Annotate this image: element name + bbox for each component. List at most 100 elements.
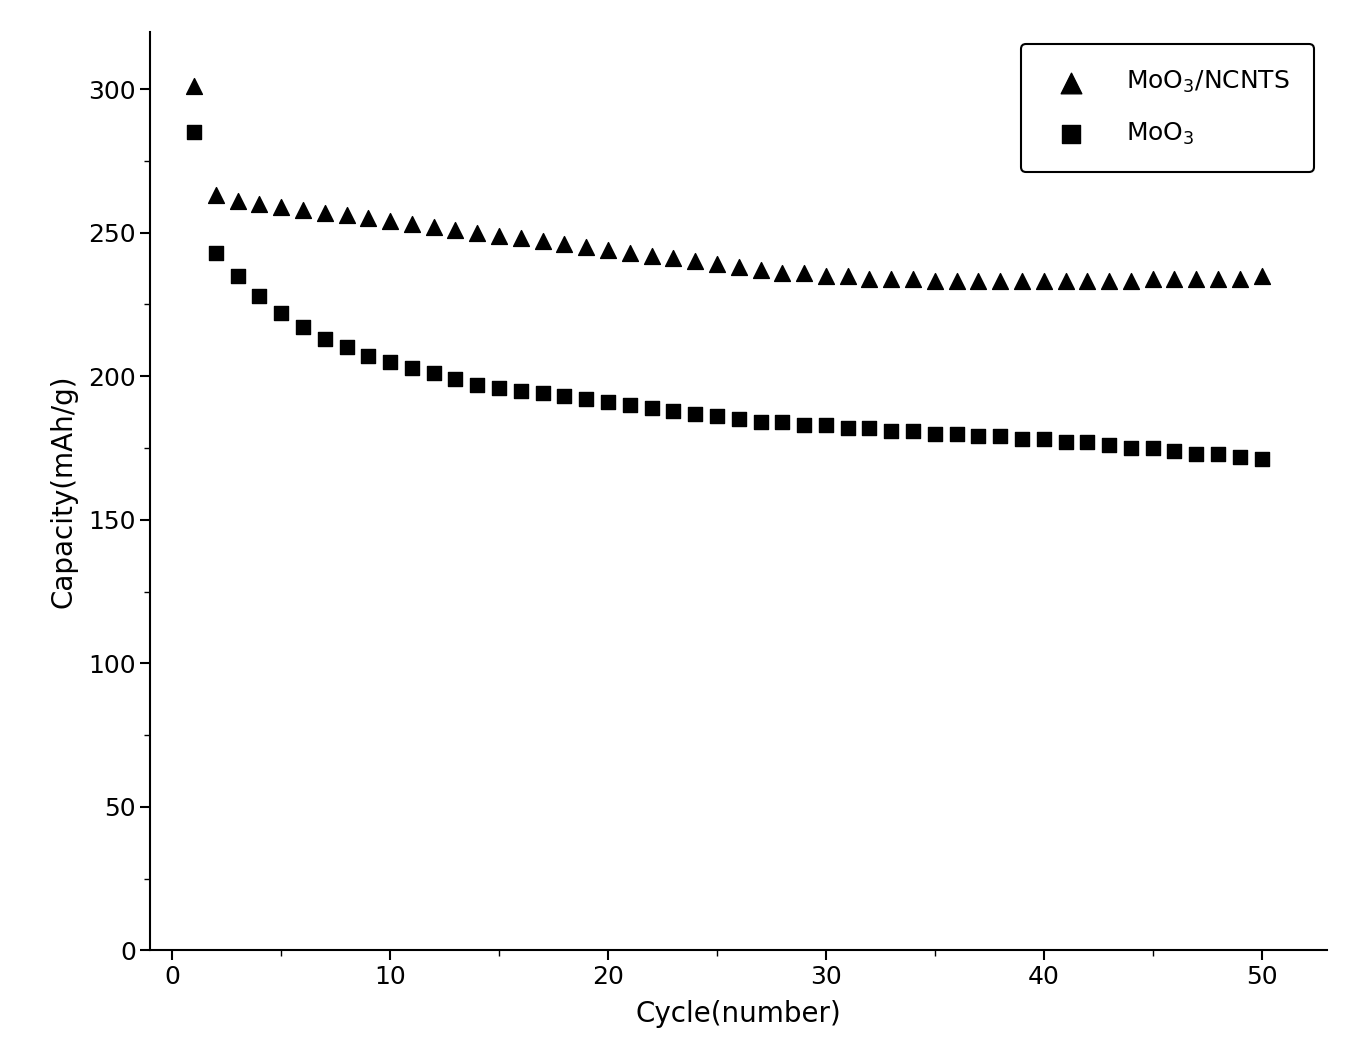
MoO$_3$ bbox=[423, 365, 445, 382]
MoO$_3$/NCNTS bbox=[837, 267, 859, 284]
MoO$_3$ bbox=[967, 428, 989, 445]
MoO$_3$ bbox=[1055, 434, 1077, 451]
MoO$_3$/NCNTS bbox=[706, 256, 728, 272]
MoO$_3$/NCNTS bbox=[249, 195, 271, 212]
MoO$_3$/NCNTS bbox=[967, 274, 989, 290]
MoO$_3$ bbox=[880, 422, 902, 439]
MoO$_3$ bbox=[728, 411, 750, 428]
MoO$_3$/NCNTS bbox=[989, 274, 1011, 290]
MoO$_3$ bbox=[335, 339, 357, 356]
MoO$_3$/NCNTS bbox=[401, 215, 423, 232]
MoO$_3$ bbox=[815, 416, 837, 433]
MoO$_3$/NCNTS bbox=[1250, 267, 1272, 284]
MoO$_3$ bbox=[618, 396, 640, 413]
MoO$_3$/NCNTS bbox=[640, 247, 662, 264]
MoO$_3$ bbox=[488, 379, 510, 396]
MoO$_3$ bbox=[1164, 442, 1186, 459]
MoO$_3$/NCNTS bbox=[815, 267, 837, 284]
MoO$_3$/NCNTS bbox=[488, 227, 510, 244]
MoO$_3$/NCNTS bbox=[554, 235, 576, 252]
MoO$_3$ bbox=[227, 267, 249, 284]
MoO$_3$/NCNTS bbox=[205, 187, 227, 204]
MoO$_3$ bbox=[576, 391, 598, 408]
MoO$_3$ bbox=[1099, 437, 1120, 454]
MoO$_3$ bbox=[205, 244, 227, 261]
MoO$_3$ bbox=[357, 347, 379, 364]
MoO$_3$/NCNTS bbox=[510, 230, 532, 247]
MoO$_3$/NCNTS bbox=[596, 242, 618, 259]
MoO$_3$/NCNTS bbox=[1228, 270, 1250, 287]
MoO$_3$/NCNTS bbox=[684, 252, 706, 269]
MoO$_3$ bbox=[466, 376, 488, 393]
MoO$_3$/NCNTS bbox=[291, 202, 313, 219]
MoO$_3$/NCNTS bbox=[1120, 274, 1142, 290]
MoO$_3$ bbox=[1142, 439, 1164, 456]
MoO$_3$ bbox=[271, 304, 293, 321]
MoO$_3$/NCNTS bbox=[902, 270, 923, 287]
MoO$_3$ bbox=[750, 414, 772, 431]
MoO$_3$ bbox=[313, 331, 335, 347]
MoO$_3$/NCNTS bbox=[772, 264, 793, 281]
MoO$_3$ bbox=[793, 416, 815, 433]
MoO$_3$/NCNTS bbox=[1055, 274, 1077, 290]
MoO$_3$ bbox=[772, 414, 793, 431]
MoO$_3$/NCNTS bbox=[859, 270, 881, 287]
MoO$_3$ bbox=[379, 354, 401, 371]
MoO$_3$ bbox=[837, 419, 859, 436]
MoO$_3$/NCNTS bbox=[1207, 270, 1228, 287]
MoO$_3$/NCNTS bbox=[423, 219, 445, 235]
MoO$_3$/NCNTS bbox=[1099, 274, 1120, 290]
MoO$_3$ bbox=[183, 124, 205, 140]
MoO$_3$/NCNTS bbox=[379, 212, 401, 229]
MoO$_3$/NCNTS bbox=[793, 264, 815, 281]
MoO$_3$ bbox=[532, 385, 554, 402]
MoO$_3$/NCNTS bbox=[662, 250, 684, 267]
MoO$_3$ bbox=[1120, 439, 1142, 456]
MoO$_3$/NCNTS bbox=[945, 274, 967, 290]
MoO$_3$ bbox=[554, 388, 576, 404]
MoO$_3$/NCNTS bbox=[532, 232, 554, 249]
MoO$_3$/NCNTS bbox=[1164, 270, 1186, 287]
MoO$_3$ bbox=[291, 319, 313, 336]
MoO$_3$ bbox=[706, 408, 728, 425]
MoO$_3$ bbox=[401, 359, 423, 376]
MoO$_3$/NCNTS bbox=[183, 78, 205, 95]
MoO$_3$ bbox=[989, 428, 1011, 445]
MoO$_3$ bbox=[662, 402, 684, 419]
MoO$_3$/NCNTS bbox=[923, 274, 945, 290]
MoO$_3$/NCNTS bbox=[357, 210, 379, 227]
MoO$_3$/NCNTS bbox=[576, 239, 598, 256]
MoO$_3$/NCNTS bbox=[1033, 274, 1055, 290]
X-axis label: Cycle(number): Cycle(number) bbox=[636, 1000, 841, 1029]
MoO$_3$/NCNTS bbox=[880, 270, 902, 287]
MoO$_3$/NCNTS bbox=[271, 199, 293, 215]
MoO$_3$ bbox=[1250, 451, 1272, 468]
MoO$_3$ bbox=[1185, 446, 1207, 463]
MoO$_3$ bbox=[945, 426, 967, 442]
MoO$_3$ bbox=[249, 287, 271, 304]
MoO$_3$/NCNTS bbox=[335, 207, 357, 224]
MoO$_3$/NCNTS bbox=[1077, 274, 1099, 290]
MoO$_3$/NCNTS bbox=[466, 224, 488, 241]
MoO$_3$/NCNTS bbox=[445, 222, 466, 239]
Legend: MoO$_3$/NCNTS, MoO$_3$: MoO$_3$/NCNTS, MoO$_3$ bbox=[1021, 44, 1315, 171]
Y-axis label: Capacity(mAh/g): Capacity(mAh/g) bbox=[49, 374, 77, 608]
MoO$_3$ bbox=[445, 371, 466, 388]
MoO$_3$ bbox=[1033, 431, 1055, 448]
MoO$_3$ bbox=[1207, 446, 1228, 463]
MoO$_3$/NCNTS bbox=[1011, 274, 1033, 290]
MoO$_3$/NCNTS bbox=[1142, 270, 1164, 287]
MoO$_3$ bbox=[1228, 448, 1250, 465]
MoO$_3$ bbox=[596, 394, 618, 411]
MoO$_3$ bbox=[1011, 431, 1033, 448]
MoO$_3$ bbox=[684, 406, 706, 422]
MoO$_3$ bbox=[859, 419, 881, 436]
MoO$_3$ bbox=[1077, 434, 1099, 451]
MoO$_3$ bbox=[510, 382, 532, 399]
MoO$_3$/NCNTS bbox=[750, 262, 772, 279]
MoO$_3$/NCNTS bbox=[618, 244, 640, 261]
MoO$_3$ bbox=[902, 422, 923, 439]
MoO$_3$ bbox=[923, 426, 945, 442]
MoO$_3$/NCNTS bbox=[227, 192, 249, 209]
MoO$_3$/NCNTS bbox=[313, 204, 335, 221]
